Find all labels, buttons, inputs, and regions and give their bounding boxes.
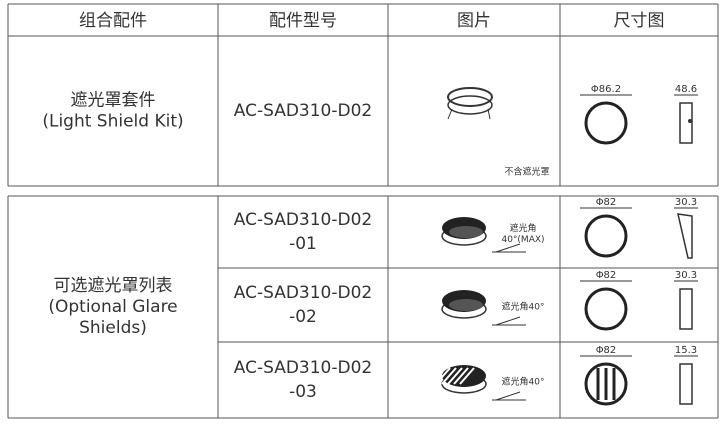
- dim-label: 30.3: [675, 197, 697, 208]
- header-cell: 尺寸图: [614, 11, 665, 31]
- dim-label: 30.3: [675, 270, 697, 281]
- image-note: 40°(MAX): [501, 235, 544, 245]
- dim-label: 48.6: [675, 84, 697, 95]
- dim-label: Φ82: [596, 197, 617, 208]
- dim-label: Φ82: [596, 270, 617, 281]
- kit-name: (Light Shield Kit): [42, 112, 183, 132]
- image-note: 遮光角: [509, 222, 536, 234]
- kit-name: (Optional Glare: [48, 297, 177, 317]
- kit-name: 遮光罩套件: [71, 91, 156, 111]
- image-note: 不含遮光罩: [504, 166, 549, 178]
- header-cell: 组合配件: [79, 11, 147, 31]
- angle-mark: [492, 243, 526, 253]
- side-view: [679, 288, 693, 330]
- lens-inner: [449, 226, 483, 238]
- kit-name: 可选遮光罩列表: [54, 276, 173, 296]
- side-view: [677, 213, 693, 259]
- angle-mark: [492, 316, 526, 326]
- angle-mark: [492, 391, 526, 401]
- front-view: [584, 214, 628, 258]
- model-number: -01: [289, 234, 317, 254]
- front-view: [584, 101, 628, 145]
- louver: [453, 367, 469, 385]
- lens-inner: [449, 299, 483, 311]
- front-view: [584, 287, 628, 331]
- side-view: [679, 102, 693, 144]
- dim-label: Φ82: [596, 345, 617, 356]
- model-number: AC-SAD310-D02: [234, 101, 372, 121]
- louver: [459, 367, 475, 385]
- model-number: -03: [289, 382, 317, 402]
- lens-leg: [487, 108, 491, 120]
- model-number: AC-SAD310-D02: [234, 210, 372, 230]
- model-number: AC-SAD310-D02: [234, 358, 372, 378]
- louver: [447, 367, 463, 385]
- front-view: [584, 362, 628, 406]
- model-number: AC-SAD310-D02: [234, 283, 372, 303]
- header-cell: 配件型号: [269, 11, 337, 31]
- louver: [441, 367, 457, 385]
- side-hole: [688, 119, 692, 123]
- lens-ring: [447, 87, 493, 107]
- header-cell: 图片: [457, 11, 491, 31]
- louver: [435, 367, 451, 385]
- image-note: 遮光角40°: [502, 376, 545, 388]
- image-note: 遮光角40°: [502, 301, 545, 313]
- dim-label: Φ86.2: [591, 84, 621, 95]
- model-number: -02: [289, 307, 317, 327]
- lens-leg: [447, 108, 453, 120]
- side-view: [679, 363, 693, 405]
- kit-name: Shields): [79, 318, 147, 338]
- dim-label: 15.3: [675, 345, 697, 356]
